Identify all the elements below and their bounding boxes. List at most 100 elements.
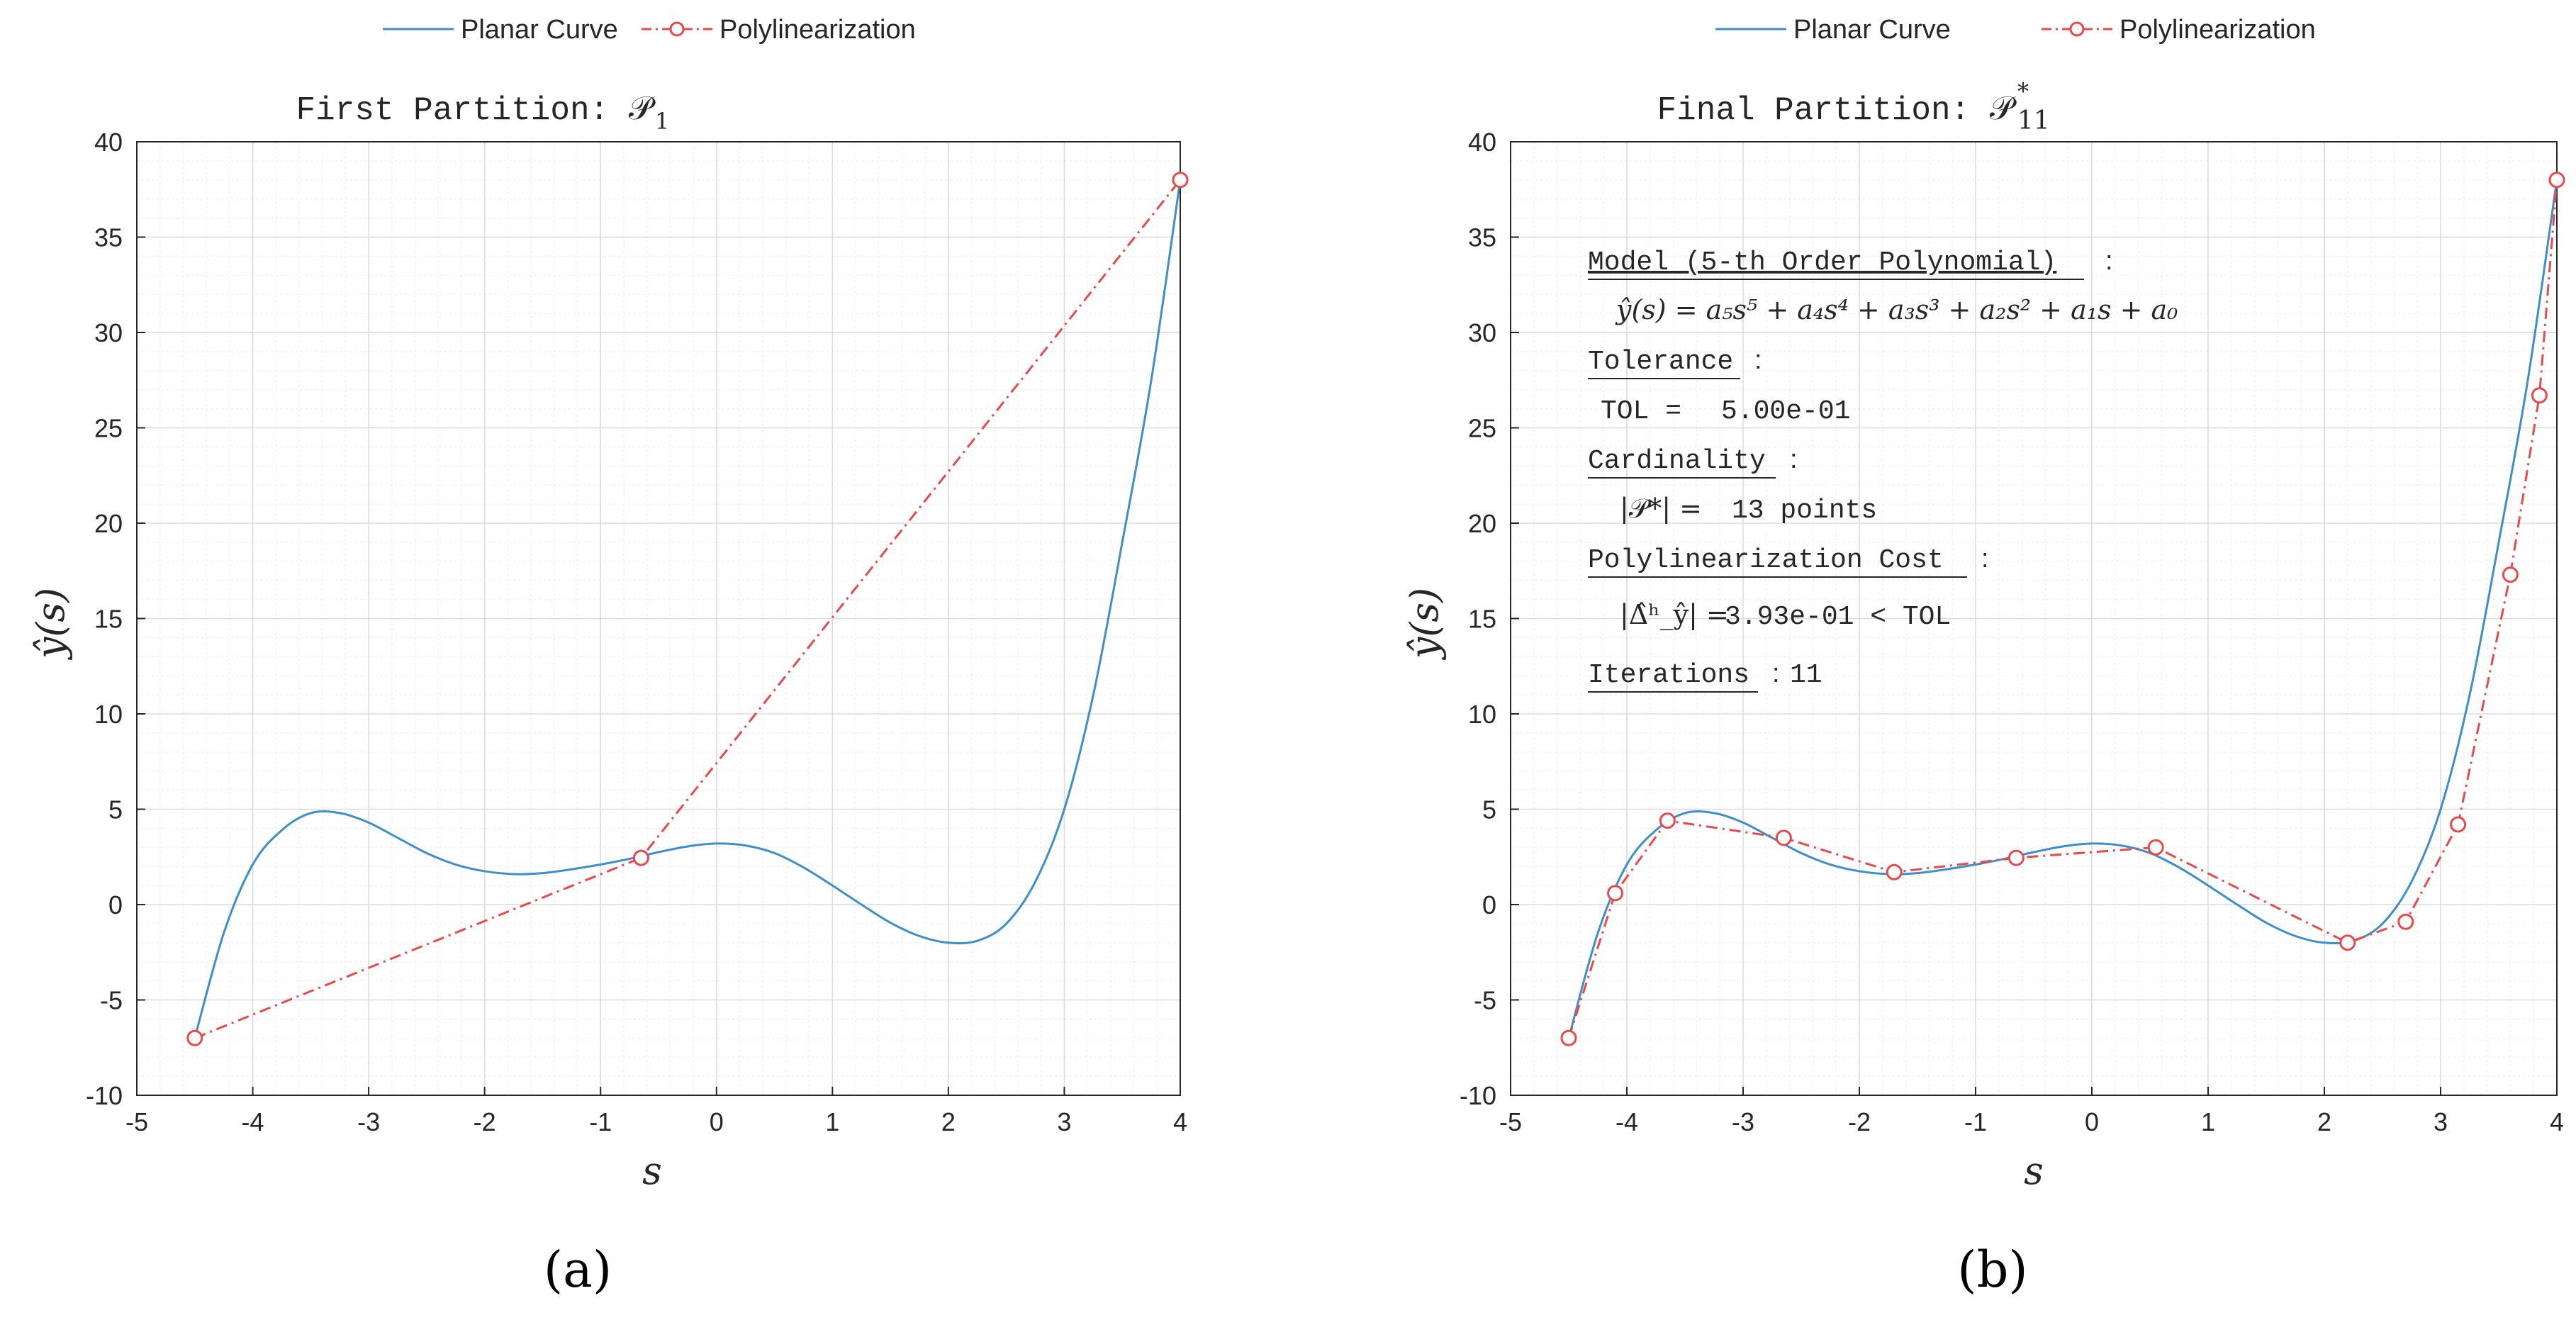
- polylinearization-point: [1172, 172, 1189, 189]
- chart-title-b-subscript: 11: [2017, 106, 2050, 135]
- x-tick-label: -3: [1732, 1107, 1754, 1136]
- polylinearization-point: [2548, 172, 2565, 189]
- series-polylinearization-a: [186, 172, 1189, 1046]
- cost-colon: :: [1981, 544, 1989, 574]
- y-tick-label: 10: [94, 700, 123, 729]
- x-tick-label: 2: [941, 1107, 956, 1136]
- y-tick-label: 25: [94, 414, 123, 443]
- y-tick-label: 15: [94, 605, 123, 634]
- cardinality-value: 13 points: [1732, 496, 1877, 526]
- x-tick-label: 0: [2085, 1107, 2099, 1136]
- polylinearization-point: [186, 1029, 203, 1046]
- x-tick-label: -2: [474, 1107, 496, 1136]
- x-tick-label: 4: [2550, 1107, 2564, 1136]
- legend-b: Planar Curve Polylinearization: [1715, 15, 2316, 45]
- tolerance-heading: Tolerance: [1588, 347, 1733, 377]
- polylinearization-line-a: [194, 179, 1182, 1039]
- y-tick-label: 35: [1468, 223, 1496, 252]
- grid-b: [1510, 141, 2558, 1096]
- cardinality-heading: Cardinality: [1588, 446, 1766, 476]
- panel-label-b: (b): [1957, 1241, 2027, 1299]
- x-tick-label: -4: [1615, 1107, 1638, 1136]
- y-tick-label: 0: [108, 890, 123, 919]
- y-tick-label: 30: [1468, 318, 1496, 347]
- iterations-heading: Iterations: [1588, 660, 1749, 690]
- y-tick-label: 40: [1468, 128, 1496, 157]
- cost-value: 3.93e-01 < TOL: [1725, 602, 1951, 632]
- series-planar-curve-b: [1567, 179, 2558, 1039]
- y-tick-label: 20: [1468, 509, 1496, 538]
- x-tick-label: 0: [710, 1107, 724, 1136]
- x-tick-label: 1: [825, 1107, 839, 1136]
- legend-a-polyline-label: Polylinearization: [719, 15, 916, 45]
- y-tick-label: 5: [1482, 795, 1496, 824]
- legend-a-curve-label: Planar Curve: [461, 15, 618, 45]
- legend-b-polyline-label: Polylinearization: [2119, 15, 2316, 45]
- chart-title-b: Final Partition: 𝒫: [1657, 92, 2017, 129]
- cost-heading: Polylinearization Cost: [1588, 545, 1944, 576]
- series-polylinearization-b: [1560, 172, 2565, 1046]
- y-tick-label: 20: [94, 509, 123, 538]
- polylinearization-point: [632, 849, 649, 866]
- chart-title-a: First Partition: 𝒫: [296, 92, 656, 129]
- y-axis-label-b: ŷ(s): [1402, 588, 1447, 660]
- x-axis-label-b: s: [2024, 1148, 2044, 1193]
- grid-a: [136, 141, 1181, 1096]
- cost-lhs: |Δ̂ʰ_ŷ| =: [1620, 599, 1729, 631]
- planar-curve-line-a: [194, 179, 1182, 1039]
- axes-box-a: [136, 141, 1181, 1096]
- y-axis-label-a: ŷ(s): [28, 588, 73, 660]
- title-b: Final Partition: 𝒫 * 11: [1657, 78, 2050, 135]
- annotation-block: Model (5-th Order Polynomial) : ŷ(s) = a…: [1588, 246, 2178, 693]
- x-tick-label: -2: [1848, 1107, 1871, 1136]
- x-axis-label-a: s: [642, 1148, 662, 1193]
- legend-b-curve-label: Planar Curve: [1793, 15, 1951, 45]
- legend-a: Planar Curve Polylinearization: [383, 15, 916, 45]
- axes-box-b: [1510, 141, 2558, 1096]
- x-tick-label: -1: [1964, 1107, 1987, 1136]
- polylinearization-point: [1775, 829, 1792, 846]
- panel-b: Planar Curve Polylinearization Final Par…: [1402, 15, 2565, 1299]
- polylinearization-point: [2502, 566, 2519, 583]
- x-tick-label: 2: [2317, 1107, 2331, 1136]
- polylinearization-point: [2531, 387, 2548, 404]
- model-colon: :: [2105, 246, 2113, 276]
- chart-title-a-subscript: 1: [655, 108, 669, 135]
- y-tick-label: 10: [1468, 700, 1496, 729]
- model-equation: ŷ(s) = a₅s⁵ + a₄s⁴ + a₃s³ + a₂s² + a₁s +…: [1615, 294, 2178, 325]
- polylinearization-point: [2147, 839, 2164, 856]
- chart-title-b-superscript: *: [2017, 78, 2029, 105]
- y-tick-label: 0: [1482, 890, 1496, 919]
- x-tick-label: 1: [2201, 1107, 2215, 1136]
- x-tick-label: 3: [2434, 1107, 2448, 1136]
- legend-b-polyline-marker: [2069, 21, 2085, 37]
- y-tick-label: 25: [1468, 414, 1496, 443]
- y-tick-label: 40: [94, 128, 123, 157]
- y-tick-label: -10: [1460, 1081, 1496, 1110]
- cardinality-colon: :: [1790, 444, 1798, 474]
- x-tick-label: -1: [589, 1107, 612, 1136]
- tolerance-colon: :: [1754, 345, 1762, 375]
- y-tick-label: -5: [1474, 986, 1496, 1015]
- panel-a: Planar Curve Polylinearization First Par…: [28, 15, 1189, 1299]
- cardinality-lhs: |𝒫*| =: [1620, 493, 1702, 524]
- x-tick-label: -5: [125, 1107, 148, 1136]
- legend-a-polyline-marker: [669, 21, 685, 37]
- x-tick-label: -5: [1499, 1107, 1522, 1136]
- x-tick-label: -3: [357, 1107, 380, 1136]
- polylinearization-point: [1607, 885, 1624, 902]
- model-heading: Model (5-th Order Polynomial): [1588, 247, 2056, 278]
- y-tick-label: 15: [1468, 605, 1496, 634]
- y-tick-label: 35: [94, 223, 123, 252]
- x-tick-label: -4: [242, 1107, 264, 1136]
- y-tick-label: -5: [100, 986, 123, 1015]
- y-tick-label: 5: [108, 795, 123, 824]
- polylinearization-point: [2339, 934, 2356, 951]
- panel-label-a: (a): [544, 1241, 612, 1299]
- polylinearization-point: [1886, 863, 1903, 880]
- title-a: First Partition: 𝒫 1: [296, 92, 670, 135]
- series-planar-curve-a: [194, 179, 1182, 1039]
- y-tick-label: -10: [86, 1081, 123, 1110]
